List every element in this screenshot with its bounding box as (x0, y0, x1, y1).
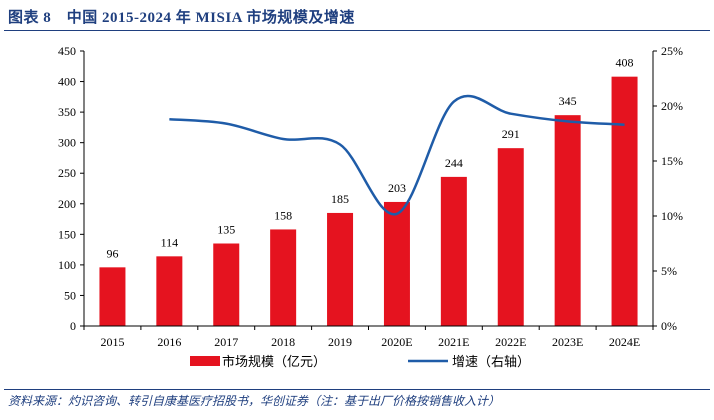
title-divider (4, 30, 710, 31)
bar-data-label: 291 (502, 127, 520, 141)
left-axis-tick-label: 100 (58, 258, 76, 272)
bar-data-label: 345 (559, 94, 577, 108)
right-axis-tick-label: 10% (661, 209, 683, 223)
bar (554, 115, 581, 327)
left-axis-tick-label: 200 (58, 197, 76, 211)
growth-line-series (169, 94, 625, 216)
x-axis-tick-label: 2023E (552, 335, 583, 349)
bar (611, 76, 638, 327)
right-axis-tick-label: 15% (661, 154, 683, 168)
bar (440, 176, 467, 326)
bar (270, 229, 297, 326)
x-axis-tick-label: 2024E (609, 335, 640, 349)
bar-data-label: 135 (217, 223, 235, 237)
left-axis-tick-label: 300 (58, 136, 76, 150)
x-axis-tick-label: 2020E (381, 335, 412, 349)
bar-data-label: 96 (106, 246, 118, 260)
bar-data-label: 244 (445, 156, 463, 170)
growth-line (169, 94, 625, 216)
right-axis: 0% 5% 10% 15% 20% 25% (652, 44, 683, 333)
bar (497, 148, 524, 326)
right-axis-tick-label: 20% (661, 99, 683, 113)
right-axis-tick-label: 5% (661, 264, 677, 278)
left-axis-tick-label: 250 (58, 166, 76, 180)
x-axis-tick-label: 2016 (157, 335, 181, 349)
legend-bar-swatch (190, 356, 220, 366)
legend-bar-label: 市场规模（亿元） (222, 354, 326, 369)
source-note: 资料来源：灼识咨询、转引自康基医疗招股书，华创证券（注：基于出厂价格按销售收入计… (8, 394, 501, 408)
left-axis-tick-label: 450 (58, 44, 76, 58)
right-axis-tick-label: 0% (661, 319, 677, 333)
left-axis-tick-label: 150 (58, 227, 76, 241)
x-axis-tick-label: 2022E (495, 335, 526, 349)
left-axis-tick-label: 50 (64, 288, 76, 302)
bar-data-label: 408 (616, 56, 634, 70)
legend: 市场规模（亿元） 增速（右轴） (190, 354, 530, 369)
bar (383, 201, 410, 326)
footer-divider (4, 389, 710, 390)
x-axis-tick-label: 2019 (328, 335, 352, 349)
left-axis: 0 50 100 150 200 250 300 350 400 450 (58, 44, 85, 333)
bar-data-label: 158 (274, 208, 292, 222)
bar-data-label: 185 (331, 192, 349, 206)
right-axis-tick-label: 25% (661, 44, 683, 58)
bar (99, 267, 126, 326)
bar (156, 256, 183, 326)
x-axis-tick-label: 2017 (214, 335, 238, 349)
left-axis-tick-label: 400 (58, 75, 76, 89)
x-axis-tick-label: 2015 (100, 335, 124, 349)
left-axis-tick-label: 0 (70, 319, 76, 333)
x-axis: 2015 2016 2017 2018 2019 2020E 2021E 2022E 2023E… (83, 325, 654, 349)
bar (213, 243, 240, 326)
data-labels: 96 114 135 158 185 203 244 291 345 408 (106, 56, 633, 261)
chart: 0 50 100 150 200 250 300 350 400 450 0% 5% 10% 15% 20… (58, 44, 683, 369)
left-axis-tick-label: 350 (58, 105, 76, 119)
x-axis-tick-label: 2018 (271, 335, 295, 349)
bar-data-label: 114 (161, 235, 179, 249)
bar (327, 212, 354, 326)
legend-line-label: 增速（右轴） (452, 354, 530, 369)
bar-data-label: 203 (388, 181, 406, 195)
chart-title: 图表 8 中国 2015-2024 年 MISIA 市场规模及增速 (8, 10, 355, 26)
bar-series (99, 76, 638, 327)
x-axis-tick-label: 2021E (438, 335, 469, 349)
